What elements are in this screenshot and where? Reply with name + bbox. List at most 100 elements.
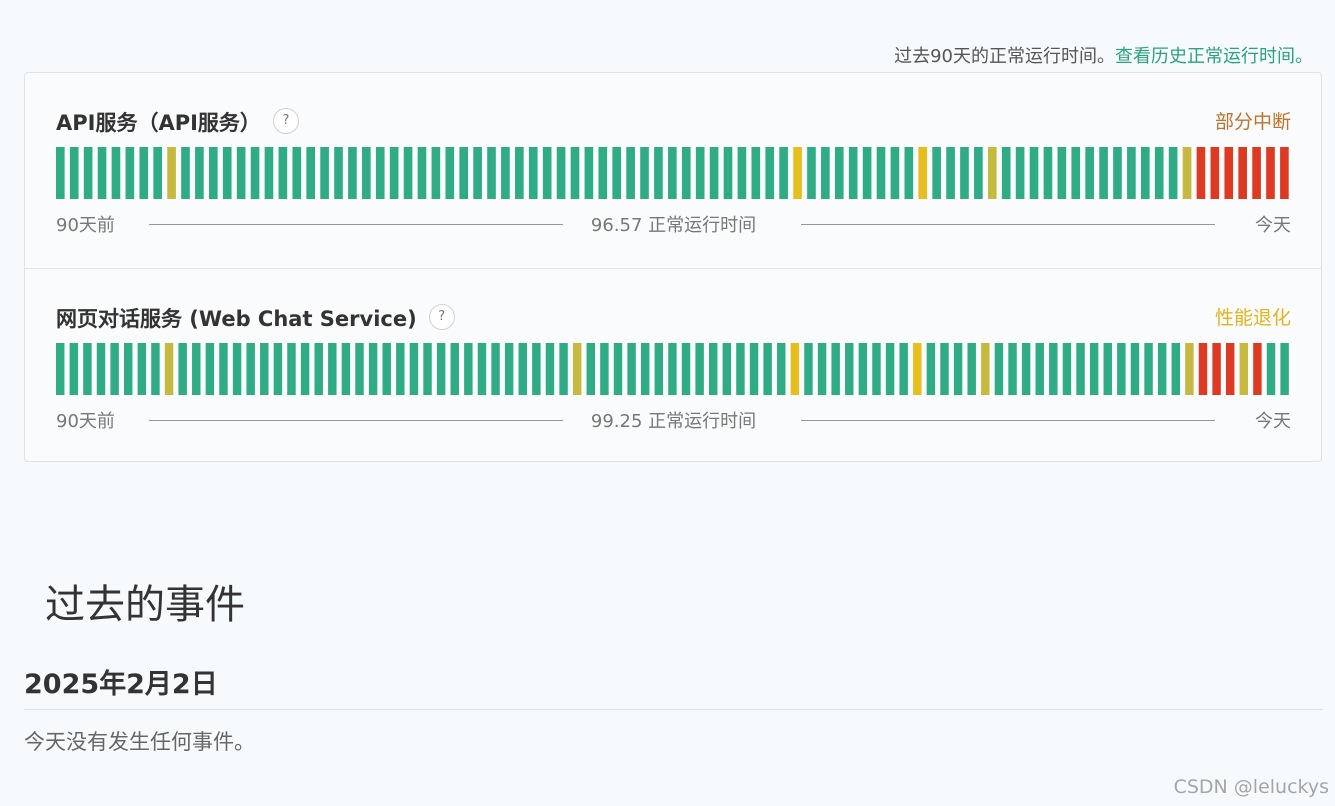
uptime-day-bar[interactable] (904, 147, 914, 199)
uptime-day-bar[interactable] (736, 343, 745, 395)
uptime-day-bar[interactable] (1140, 147, 1150, 199)
uptime-day-bar[interactable] (1168, 147, 1178, 199)
uptime-day-bar[interactable] (320, 147, 329, 199)
uptime-day-bar[interactable] (151, 343, 160, 395)
uptime-day-bar[interactable] (375, 147, 385, 199)
uptime-day-bar[interactable] (69, 343, 79, 395)
uptime-day-bar[interactable] (600, 343, 609, 395)
uptime-day-bar[interactable] (1171, 343, 1180, 395)
uptime-day-bar[interactable] (556, 147, 566, 199)
uptime-day-bar[interactable] (695, 147, 705, 199)
uptime-day-bar[interactable] (300, 343, 310, 395)
uptime-day-bar[interactable] (765, 147, 775, 199)
uptime-day-bar[interactable] (195, 147, 204, 199)
uptime-day-bar[interactable] (477, 343, 487, 395)
uptime-day-bar[interactable] (876, 147, 886, 199)
uptime-day-bar[interactable] (1280, 343, 1289, 395)
uptime-day-bar[interactable] (918, 147, 928, 199)
uptime-day-bar[interactable] (817, 343, 827, 395)
uptime-day-bar[interactable] (1071, 147, 1081, 199)
uptime-day-bar[interactable] (273, 343, 283, 395)
uptime-day-bar[interactable] (763, 343, 772, 395)
uptime-day-bar[interactable] (232, 343, 242, 395)
uptime-day-bar[interactable] (264, 147, 274, 199)
uptime-day-bar[interactable] (681, 147, 691, 199)
uptime-day-bar[interactable] (723, 147, 733, 199)
uptime-day-bar[interactable] (790, 343, 800, 395)
uptime-day-bar[interactable] (695, 343, 704, 395)
uptime-day-bar[interactable] (1212, 343, 1221, 395)
uptime-day-bar[interactable] (559, 343, 568, 395)
uptime-day-bar[interactable] (913, 343, 922, 395)
uptime-day-bar[interactable] (584, 147, 594, 199)
uptime-day-bar[interactable] (153, 147, 162, 199)
uptime-day-bar[interactable] (598, 147, 608, 199)
uptime-day-bar[interactable] (110, 343, 119, 395)
uptime-day-bar[interactable] (1021, 343, 1031, 395)
uptime-day-bar[interactable] (260, 343, 269, 395)
uptime-day-bar[interactable] (450, 343, 459, 395)
uptime-day-bar[interactable] (314, 343, 323, 395)
uptime-day-bar[interactable] (222, 147, 232, 199)
uptime-day-bar[interactable] (807, 147, 816, 199)
uptime-day-bar[interactable] (445, 147, 455, 199)
uptime-day-bar[interactable] (779, 147, 788, 199)
uptime-day-bar[interactable] (278, 147, 288, 199)
uptime-day-bar[interactable] (178, 343, 187, 395)
uptime-day-bar[interactable] (1076, 343, 1085, 395)
uptime-day-bar[interactable] (981, 343, 990, 395)
uptime-day-bar[interactable] (209, 147, 218, 199)
uptime-day-bar[interactable] (793, 147, 802, 199)
uptime-day-bar[interactable] (885, 343, 895, 395)
uptime-day-bar[interactable] (328, 343, 337, 395)
uptime-day-bar[interactable] (1008, 343, 1017, 395)
uptime-day-bar[interactable] (56, 147, 65, 199)
uptime-day-bar[interactable] (417, 147, 427, 199)
uptime-day-bar[interactable] (1043, 147, 1053, 199)
uptime-day-bar[interactable] (1062, 343, 1072, 395)
uptime-day-bar[interactable] (940, 343, 949, 395)
uptime-day-bar[interactable] (932, 147, 941, 199)
uptime-day-bar[interactable] (751, 147, 761, 199)
uptime-day-bar[interactable] (1127, 147, 1136, 199)
uptime-day-bar[interactable] (125, 147, 135, 199)
uptime-day-bar[interactable] (987, 147, 997, 199)
uptime-day-bar[interactable] (292, 147, 302, 199)
uptime-day-bar[interactable] (515, 147, 524, 199)
uptime-day-bar[interactable] (994, 343, 1004, 395)
uptime-day-bar[interactable] (586, 343, 595, 395)
uptime-day-bar[interactable] (1057, 147, 1067, 199)
uptime-day-bar[interactable] (709, 343, 718, 395)
uptime-day-bar[interactable] (532, 343, 541, 395)
uptime-day-bar[interactable] (334, 147, 343, 199)
uptime-day-bar[interactable] (250, 147, 260, 199)
uptime-day-bar[interactable] (1144, 343, 1153, 395)
uptime-day-bar[interactable] (423, 343, 432, 395)
uptime-day-bar[interactable] (389, 147, 399, 199)
uptime-day-bar[interactable] (570, 147, 580, 199)
uptime-day-bar[interactable] (1239, 343, 1249, 395)
uptime-day-bar[interactable] (890, 147, 900, 199)
uptime-day-bar[interactable] (83, 343, 92, 395)
uptime-day-bar[interactable] (1198, 343, 1208, 395)
uptime-day-bar[interactable] (1029, 147, 1039, 199)
uptime-day-bar[interactable] (219, 343, 228, 395)
uptime-day-bar[interactable] (1089, 343, 1099, 395)
uptime-day-bar[interactable] (518, 343, 527, 395)
uptime-day-bar[interactable] (181, 147, 190, 199)
uptime-day-bar[interactable] (528, 147, 538, 199)
uptime-day-bar[interactable] (821, 147, 830, 199)
uptime-day-bar[interactable] (654, 343, 664, 395)
uptime-day-bar[interactable] (409, 343, 419, 395)
uptime-day-bar[interactable] (831, 343, 840, 395)
uptime-day-bar[interactable] (640, 147, 649, 199)
uptime-day-bar[interactable] (205, 343, 215, 395)
uptime-day-bar[interactable] (139, 147, 149, 199)
uptime-day-bar[interactable] (1001, 147, 1011, 199)
uptime-day-bar[interactable] (1238, 147, 1247, 199)
uptime-day-bar[interactable] (777, 343, 786, 395)
uptime-day-bar[interactable] (236, 147, 246, 199)
uptime-day-bar[interactable] (845, 343, 854, 395)
uptime-day-bar[interactable] (436, 343, 446, 395)
uptime-day-bar[interactable] (1117, 343, 1126, 395)
